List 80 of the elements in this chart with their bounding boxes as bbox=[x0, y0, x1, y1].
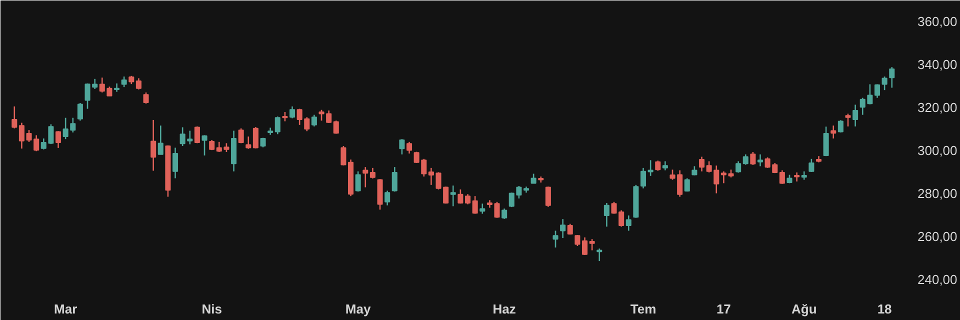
candlestick bbox=[399, 138, 405, 156]
candlestick bbox=[18, 122, 24, 150]
candlestick bbox=[823, 126, 829, 157]
candlestick bbox=[604, 202, 610, 228]
candlestick bbox=[450, 184, 456, 207]
candlestick bbox=[464, 194, 471, 205]
y-tick-label: 300,00 bbox=[918, 143, 958, 158]
candlestick bbox=[384, 190, 390, 206]
candlestick bbox=[121, 76, 127, 88]
x-tick-label: Haz bbox=[492, 302, 516, 316]
candlestick bbox=[150, 119, 156, 172]
y-tick-label: 260,00 bbox=[918, 229, 958, 244]
candlestick bbox=[552, 230, 558, 248]
candlestick bbox=[311, 114, 317, 128]
candlestick bbox=[406, 141, 412, 154]
candlestick bbox=[574, 234, 580, 247]
candlestick bbox=[794, 172, 800, 182]
candlestick bbox=[172, 147, 178, 179]
candlestick bbox=[458, 188, 464, 204]
candlestick bbox=[655, 160, 661, 172]
x-tick-label: Tem bbox=[630, 302, 656, 316]
candlestick bbox=[626, 214, 632, 232]
candlestick bbox=[143, 92, 149, 104]
candlestick bbox=[560, 218, 566, 239]
candlestick bbox=[889, 66, 895, 88]
candlestick bbox=[480, 202, 486, 214]
candlestick bbox=[282, 111, 288, 122]
x-tick-label: Mar bbox=[54, 302, 78, 316]
candlestick bbox=[545, 186, 551, 208]
candlestick bbox=[742, 154, 748, 166]
candlestick bbox=[662, 160, 668, 171]
candlestick bbox=[238, 128, 244, 144]
candlestick bbox=[757, 154, 764, 167]
candlestick bbox=[684, 178, 690, 192]
candlestick bbox=[472, 195, 478, 214]
y-tick-label: 240,00 bbox=[918, 272, 958, 288]
x-tick-label: Ağu bbox=[791, 302, 817, 316]
candlestick bbox=[808, 158, 814, 173]
candlestick bbox=[852, 104, 858, 128]
candlestick bbox=[845, 113, 851, 128]
candlestick bbox=[750, 151, 756, 166]
candlestick bbox=[838, 120, 844, 134]
candlestick bbox=[640, 167, 646, 190]
candlestick bbox=[202, 134, 208, 156]
candlestick bbox=[530, 173, 536, 184]
candlestick bbox=[246, 136, 252, 150]
candlestick bbox=[77, 102, 83, 122]
candlestick bbox=[830, 124, 836, 140]
candlestick bbox=[502, 208, 508, 220]
candlestick bbox=[355, 170, 361, 192]
candlestick bbox=[56, 130, 62, 149]
candlestick bbox=[362, 166, 368, 188]
candlestick bbox=[582, 236, 588, 256]
candlestick bbox=[333, 120, 339, 134]
x-tick-label: 17 bbox=[716, 302, 731, 316]
y-tick-label: 360,00 bbox=[918, 14, 958, 30]
candlestick bbox=[194, 126, 200, 144]
candlestick bbox=[289, 106, 296, 119]
y-tick-label: 320,00 bbox=[918, 100, 958, 116]
candlestick bbox=[882, 76, 888, 91]
x-tick-label: May bbox=[345, 302, 372, 316]
candlestick bbox=[12, 106, 18, 130]
candlestick bbox=[274, 116, 280, 135]
candlestick bbox=[252, 126, 258, 150]
candlestick bbox=[698, 156, 705, 172]
candlestick bbox=[392, 166, 398, 192]
x-tick-label: Nis bbox=[202, 302, 222, 316]
y-tick-label: 280,00 bbox=[918, 186, 958, 202]
candlestick bbox=[370, 167, 376, 180]
candlestick bbox=[596, 248, 602, 262]
x-tick-label: 18 bbox=[877, 302, 892, 316]
candlestick bbox=[648, 160, 654, 177]
candlestick bbox=[692, 166, 698, 176]
candlestick bbox=[136, 78, 142, 90]
candlestick bbox=[589, 238, 595, 251]
candlestick bbox=[340, 145, 346, 166]
y-tick-label: 340,00 bbox=[918, 57, 958, 72]
candlestick bbox=[874, 84, 880, 98]
candlestick bbox=[779, 170, 785, 184]
candlestick bbox=[158, 124, 164, 156]
